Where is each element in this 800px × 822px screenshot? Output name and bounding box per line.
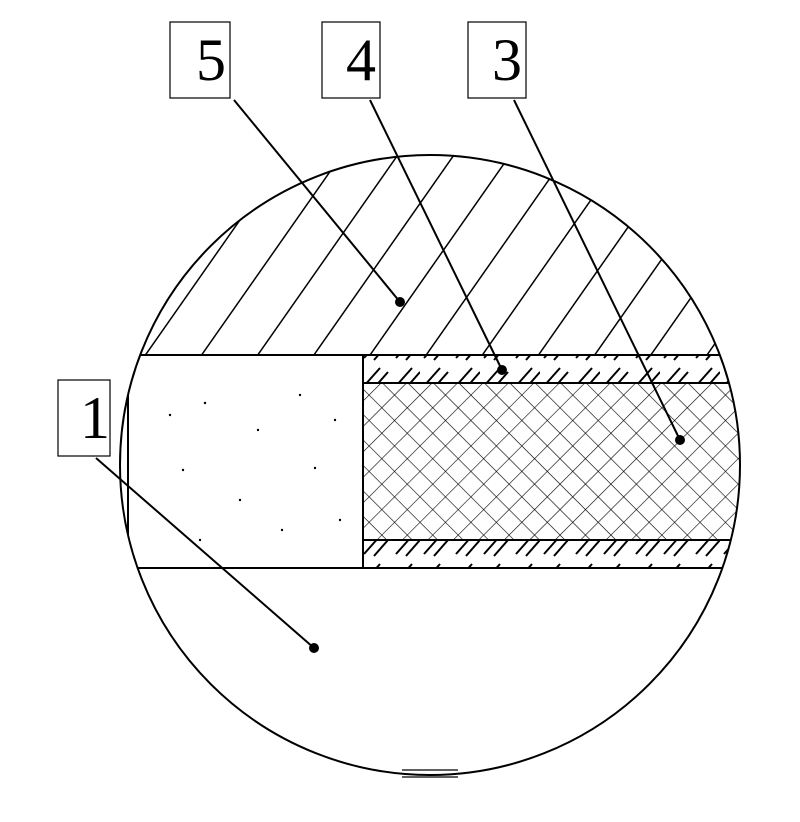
dot [199, 539, 201, 541]
clipped-content [115, 150, 745, 780]
label-4: 4 [346, 27, 376, 93]
diagram-svg: 5 4 3 1 [0, 0, 800, 822]
leader-dot-1 [309, 643, 319, 653]
region-thin-layer-top [363, 355, 739, 383]
label-3: 3 [492, 27, 522, 93]
region-left-block [128, 355, 363, 568]
dot [281, 529, 283, 531]
region-core [363, 383, 739, 540]
dot [314, 467, 316, 469]
label-1: 1 [80, 385, 110, 451]
dot [257, 429, 259, 431]
dot [169, 414, 171, 416]
dot [334, 419, 336, 421]
label-5: 5 [196, 27, 226, 93]
leader-dot-5 [395, 297, 405, 307]
leader-dot-4 [497, 365, 507, 375]
dot [299, 394, 301, 396]
dot [339, 519, 341, 521]
region-top-cap [115, 150, 745, 355]
region-bottom-cap [115, 568, 745, 780]
dot [182, 469, 184, 471]
region-thin-layer-bottom [363, 540, 739, 568]
dot [239, 499, 241, 501]
leader-dot-3 [675, 435, 685, 445]
dot [204, 402, 206, 404]
